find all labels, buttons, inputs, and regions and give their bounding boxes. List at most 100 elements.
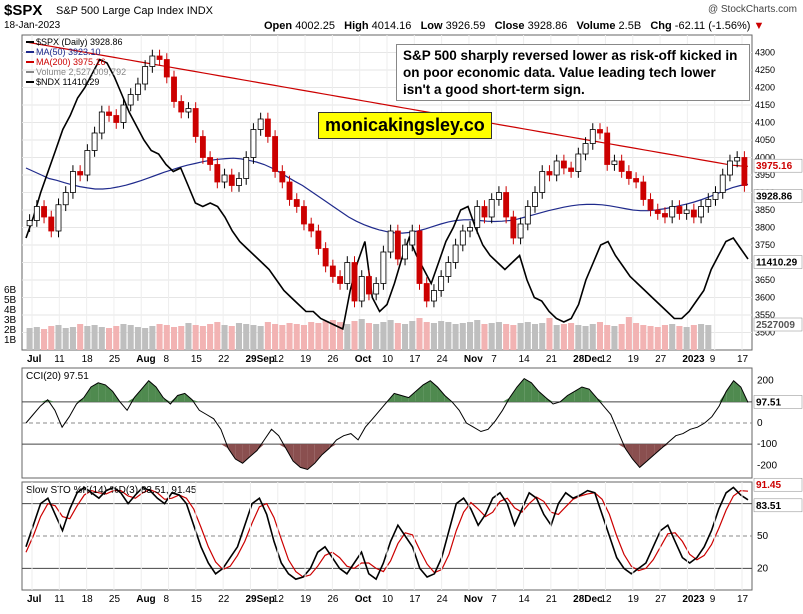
candle-body [698,206,704,218]
volume-bar [163,325,170,350]
volume-bar [546,318,553,350]
volume-bar [452,324,459,350]
candle-body [618,160,625,172]
candle-body [445,262,452,277]
x-tick-label: Oct [355,354,372,365]
candle-body [387,230,394,253]
volume-bar [293,324,300,350]
volume-bar [503,324,510,350]
candle-body [474,206,481,228]
sto-x-tick-label: 17 [409,594,421,605]
candle-body [257,118,264,130]
candle-body [503,192,510,218]
candle-body [228,174,235,186]
x-tick-label: 19 [300,354,312,365]
x-tick-label: 28Dec [573,354,603,365]
symbol-title: $SPX [4,2,43,19]
cci-fill-positive [596,397,604,402]
candle-body [604,132,611,165]
x-tick-label: 21 [546,354,558,365]
candle-body [366,276,372,295]
x-tick-label: 17 [737,354,749,365]
volume-bar [438,321,445,350]
candle-body [308,223,315,232]
cci-fill-negative [307,444,315,470]
volume-bar [661,325,669,350]
candle-body [654,209,661,214]
volume-bar [308,322,315,350]
sto-x-tick-label: 15 [191,594,203,605]
cci-fill-positive [524,378,532,402]
candle-body [568,167,575,172]
volume-bar [474,320,481,350]
volume-bar [243,324,250,350]
close-price-tag: 3928.86 [756,191,793,202]
volume-tick-label: 4B [4,305,17,316]
sto-title: Slow STO %K(14) %D(3) 83.51, 91.45 [26,485,197,496]
candle-body [243,157,250,179]
watermark-label: monicakingsley.co [318,112,492,139]
sto-x-tick-label: 19 [300,594,312,605]
x-tick-label: 26 [327,354,339,365]
volume-bar [582,326,589,350]
candle-body [546,171,553,176]
volume-bar [69,327,76,350]
volume-bar [127,325,134,350]
candle-body [98,111,105,134]
cci-fill-positive [567,391,575,402]
candle-body [33,206,40,221]
sto-x-tick-label: 12 [600,594,612,605]
sto-x-tick-label: 24 [437,594,449,605]
cci-fill-negative [228,444,236,459]
brand-link[interactable]: @ StockCharts.com [707,4,797,15]
candle-body [106,111,112,116]
candle-body [214,164,221,183]
cci-fill-positive [98,382,106,402]
candle-body [510,216,517,239]
price-tick-label: 3800 [755,223,775,233]
volume-bar [221,325,228,350]
volume-bar [365,323,372,350]
candle-body [431,290,437,302]
cci-fill-negative [293,444,301,468]
price-tick-label: 3500 [755,328,775,338]
symbol-subtitle: S&P 500 Large Cap Index INDX [56,5,213,17]
volume-bar [373,324,380,350]
candle-body [301,206,307,225]
price-tick-label: 3550 [755,310,775,320]
candle-body [459,230,466,246]
cci-tick-label: 200 [757,376,774,387]
cci-tick-label: -100 [757,439,777,450]
volume-bar [113,326,120,350]
sto-x-tick-label: 8 [164,594,170,605]
cci-fill-negative [625,444,633,459]
candle-body [690,209,697,218]
candle-body [127,94,134,106]
price-tick-label: 4200 [755,83,775,93]
price-tick-label: 4050 [755,135,775,145]
candle-body [293,199,300,207]
candle-body [149,55,156,67]
candle-body [712,192,719,200]
volume-bar [250,325,257,350]
candle-body [539,171,546,193]
volume-bar [430,323,437,350]
low-value: 3926.59 [445,20,486,32]
x-tick-label: Aug [136,354,155,365]
volume-bar [192,325,199,350]
cci-fill-negative [235,444,243,464]
candle-body [438,276,445,291]
candle-body [156,55,163,60]
legend-ndx: $NDX 11410.29 [36,77,99,87]
candle-body [683,209,690,214]
volume-bar [618,324,625,350]
volume-bar [235,323,243,350]
candle-body [322,248,329,267]
cci-fill-positive [538,391,546,402]
volume-bar [322,321,329,350]
legend-spx: $SPX (Daily) 3928.86 [36,37,123,47]
volume-tick-label: 6B [4,285,17,296]
candle-body [171,76,177,102]
cci-fill-positive [589,389,597,402]
x-tick-label: 14 [519,354,531,365]
